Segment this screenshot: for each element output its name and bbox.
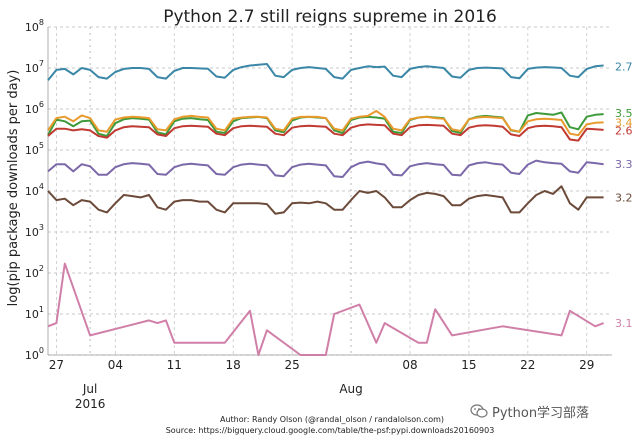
y-tick-label: 105 (25, 141, 44, 157)
y-tick-label: 107 (25, 59, 44, 75)
series-line-3-1 (47, 262, 604, 356)
author-credit: Author: Randy Olson (@randal_olson / ran… (220, 415, 444, 424)
series-line-2-7 (47, 63, 604, 81)
y-tick-exponent: 6 (39, 100, 44, 109)
series-label-3-1: 3.1 (615, 317, 633, 330)
y-tick-exponent: 7 (39, 59, 44, 68)
y-tick-exponent: 8 (39, 18, 44, 27)
series-label-3-4: 3.4 (615, 116, 633, 129)
y-tick-exponent: 1 (39, 305, 44, 314)
series-label-3-3: 3.3 (615, 158, 633, 171)
y-tick-label: 102 (25, 264, 44, 280)
x-tick-label: 29 (579, 358, 594, 372)
x-tick-label: 18 (226, 358, 241, 372)
y-tick-exponent: 5 (39, 141, 44, 150)
series-label-2-7: 2.7 (615, 60, 633, 73)
x-tick-label: 08 (402, 358, 417, 372)
wechat-icon (470, 404, 488, 418)
series-line-3-3 (47, 159, 604, 178)
x-tick-label: 22 (520, 358, 535, 372)
watermark: Python学习部落 (470, 400, 635, 422)
y-tick-label: 106 (25, 100, 44, 116)
series-label-2-6: 2.6 (615, 124, 633, 137)
y-tick-exponent: 2 (39, 264, 44, 273)
x-tick-label: 27 (49, 358, 64, 372)
watermark-text: Python学习部落 (492, 405, 590, 421)
y-tick-label: 101 (25, 305, 44, 321)
x-major-tick-sublabel: 2016 (75, 397, 106, 411)
y-tick-label: 104 (25, 182, 44, 198)
source-credit: Source: https://bigquery.cloud.google.co… (166, 426, 495, 435)
y-tick-exponent: 3 (39, 223, 44, 232)
series-label-3-5: 3.5 (615, 107, 633, 120)
x-major-tick-label: Jul (82, 382, 97, 396)
series-line-2-6 (47, 123, 604, 142)
x-tick-label: 11 (167, 358, 182, 372)
x-tick-label: 25 (284, 358, 299, 372)
series-label-3-2: 3.2 (615, 191, 633, 204)
x-tick-label: 04 (108, 358, 123, 372)
y-tick-label: 103 (25, 223, 44, 239)
y-tick-exponent: 0 (39, 346, 44, 355)
y-axis-label: log(pip package downloads per day) (6, 70, 21, 307)
x-major-tick-label: Aug (339, 382, 362, 396)
series-line-3-4 (47, 109, 604, 137)
x-tick-label: 15 (461, 358, 476, 372)
series-line-3-2 (47, 185, 604, 215)
y-tick-label: 108 (25, 18, 44, 34)
y-tick-label: 100 (25, 346, 44, 362)
chart-title: Python 2.7 still reigns supreme in 2016 (163, 7, 497, 27)
y-tick-exponent: 4 (39, 182, 44, 191)
